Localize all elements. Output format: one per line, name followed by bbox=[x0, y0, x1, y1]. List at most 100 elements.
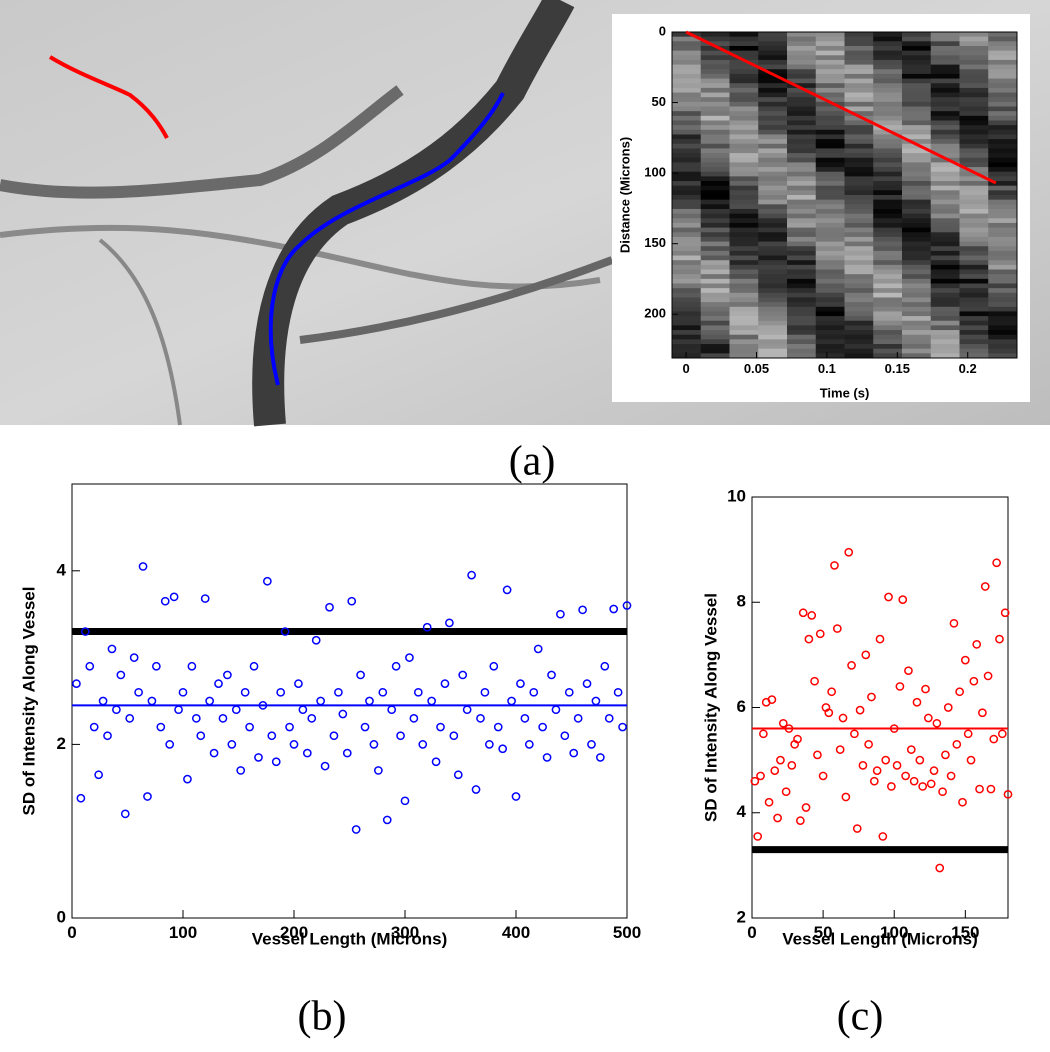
kymograph-cell bbox=[902, 129, 932, 135]
kymograph-cell bbox=[787, 101, 817, 108]
kymograph-cell bbox=[930, 115, 960, 121]
kymograph-cell bbox=[873, 41, 903, 47]
kymograph-cell bbox=[959, 208, 989, 215]
kymograph-cell bbox=[815, 50, 845, 56]
kymograph-cell bbox=[930, 306, 960, 312]
kymograph-cell bbox=[815, 167, 845, 173]
kymograph-cell bbox=[959, 125, 989, 131]
kymograph-cell bbox=[844, 50, 874, 56]
kymograph-cell bbox=[787, 87, 817, 94]
kymograph-cell bbox=[700, 208, 730, 215]
kymograph-cell bbox=[787, 320, 817, 326]
data-point bbox=[955, 687, 964, 697]
data-point bbox=[582, 679, 592, 688]
kymograph-cell bbox=[873, 241, 903, 247]
kymograph-cell bbox=[844, 311, 874, 317]
kymograph-cell bbox=[988, 181, 1018, 187]
kymograph-cell bbox=[787, 153, 817, 159]
kymograph-cell bbox=[700, 278, 730, 284]
kymograph-cell bbox=[729, 213, 759, 219]
kymograph-cell bbox=[873, 311, 903, 317]
kymograph-cell bbox=[959, 162, 989, 168]
kymograph-cell bbox=[959, 353, 989, 359]
kymograph-cell bbox=[700, 334, 730, 340]
kymograph-cell bbox=[700, 64, 730, 70]
kymograph-cell bbox=[930, 320, 960, 326]
kymograph-cell bbox=[672, 348, 702, 354]
kymograph-cell bbox=[787, 353, 817, 359]
y-axis-label: SD of Intensity Along Vessel bbox=[19, 587, 38, 816]
kymograph-cell bbox=[758, 181, 788, 187]
data-point bbox=[878, 832, 888, 841]
kymograph-cell bbox=[873, 227, 903, 233]
kymograph-cell bbox=[729, 50, 759, 56]
kymograph-cell bbox=[902, 269, 932, 275]
kymograph-cell bbox=[729, 83, 759, 89]
kymograph-cell bbox=[700, 171, 730, 177]
kymograph-cell bbox=[902, 50, 932, 56]
kymograph-cell bbox=[844, 125, 874, 131]
kymograph-cell bbox=[844, 64, 874, 70]
kymograph-cell bbox=[873, 316, 903, 322]
kymograph-cell bbox=[672, 153, 702, 159]
data-point bbox=[904, 666, 913, 676]
kymograph-cell bbox=[844, 115, 874, 121]
kymograph-cell bbox=[873, 246, 903, 252]
kymograph-cell bbox=[873, 274, 903, 280]
kymograph-cell bbox=[815, 306, 845, 312]
kymograph-cell bbox=[787, 255, 817, 261]
kymograph-cell bbox=[787, 55, 817, 61]
data-point bbox=[932, 718, 942, 728]
kymograph-cell bbox=[902, 41, 932, 47]
kymograph-cell bbox=[672, 134, 702, 140]
x-tick-label: 0.15 bbox=[885, 361, 910, 376]
kymograph-cell bbox=[815, 208, 845, 215]
kymograph-cell bbox=[729, 148, 759, 154]
kymograph-cell bbox=[700, 32, 730, 38]
kymograph-cell bbox=[873, 292, 903, 298]
kymograph-cell bbox=[787, 125, 817, 131]
kymograph-cell bbox=[700, 260, 730, 266]
data-point bbox=[347, 596, 357, 606]
kymograph-cell bbox=[787, 288, 817, 294]
kymograph-cell bbox=[758, 92, 788, 98]
kymograph-cell bbox=[672, 59, 702, 66]
kymograph-cell bbox=[844, 55, 874, 61]
kymograph-cell bbox=[902, 195, 932, 201]
kymograph-cell bbox=[787, 297, 817, 303]
kymograph-cell bbox=[729, 45, 759, 52]
kymograph-cell bbox=[930, 97, 960, 103]
kymograph-cell bbox=[700, 195, 730, 201]
data-point bbox=[952, 739, 962, 749]
kymograph-cell bbox=[902, 344, 932, 350]
kymograph-cell bbox=[902, 320, 932, 326]
kymograph-cell bbox=[844, 199, 874, 205]
kymograph-cell bbox=[844, 213, 874, 219]
kymograph-cell bbox=[758, 292, 788, 298]
kymograph-cell bbox=[930, 222, 960, 229]
kymograph-cell bbox=[873, 306, 903, 312]
data-point bbox=[869, 776, 879, 786]
kymograph-cell bbox=[844, 167, 874, 173]
kymograph-cell bbox=[672, 125, 702, 131]
data-point bbox=[591, 696, 601, 706]
data-point bbox=[156, 722, 166, 732]
kymograph-cell bbox=[873, 255, 903, 261]
kymograph-cell bbox=[758, 348, 788, 354]
kymograph-cell bbox=[988, 320, 1018, 326]
data-point bbox=[756, 771, 765, 781]
kymograph-cell bbox=[873, 190, 903, 196]
kymograph-cell bbox=[988, 111, 1018, 117]
kymograph-cell bbox=[758, 288, 788, 294]
kymograph-cell bbox=[815, 101, 845, 108]
kymograph-cell bbox=[729, 157, 759, 163]
kymograph-cell bbox=[729, 278, 759, 284]
kymograph-cell bbox=[700, 139, 730, 145]
kymograph-cell bbox=[729, 222, 759, 229]
kymograph-cell bbox=[672, 255, 702, 261]
kymograph-cell bbox=[700, 348, 730, 354]
kymograph-cell bbox=[758, 101, 788, 108]
kymograph-cell bbox=[700, 353, 730, 359]
